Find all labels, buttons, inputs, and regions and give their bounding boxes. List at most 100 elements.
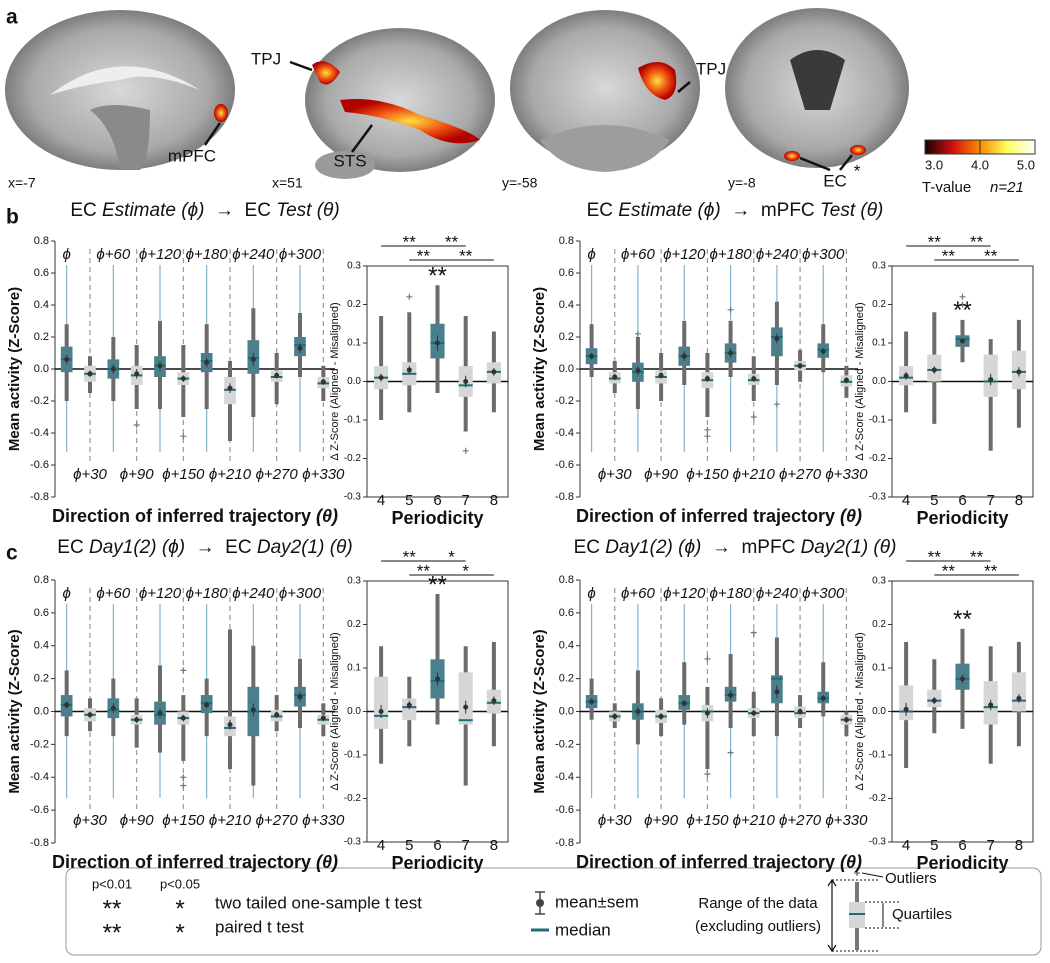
mean-dot bbox=[250, 356, 256, 362]
mean-dot bbox=[406, 702, 412, 708]
outlier bbox=[959, 293, 966, 300]
x-axis-label: Direction of inferred trajectory (θ) bbox=[52, 506, 338, 526]
x-tick-label: 4 bbox=[902, 492, 910, 509]
legend-text: Outliers bbox=[885, 870, 937, 887]
x-axis-label-part: (θ) bbox=[316, 506, 338, 526]
chart-title-part: Test (θ) bbox=[276, 200, 339, 221]
y-tick-label: -0.2 bbox=[555, 395, 574, 407]
region-label: mPFC bbox=[168, 146, 216, 165]
y-axis-label: Mean activity (Z-Score) bbox=[6, 629, 23, 793]
activation bbox=[850, 145, 866, 155]
x-axis-label: Periodicity bbox=[391, 853, 483, 873]
y-tick-label: 0.0 bbox=[559, 363, 574, 375]
y-tick-label: 0.4 bbox=[34, 299, 49, 311]
mean-dot bbox=[612, 374, 618, 380]
colorbar-tick-label: 4.0 bbox=[971, 157, 989, 172]
x-tick-label: ϕ+120 bbox=[139, 585, 182, 602]
x-axis-label-part: Direction of inferred trajectory bbox=[52, 852, 316, 872]
y-tick-label: -0.6 bbox=[30, 459, 49, 471]
bracket-label: ** bbox=[403, 547, 417, 566]
mean-dot bbox=[320, 379, 326, 385]
x-axis-label-part: Direction of inferred trajectory bbox=[576, 506, 840, 526]
y-tick-label: 0.4 bbox=[559, 299, 574, 311]
mean-dot bbox=[635, 368, 641, 374]
x-axis-label-part: Direction of inferred trajectory bbox=[52, 506, 316, 526]
x-tick-label: ϕ+60 bbox=[96, 585, 130, 602]
y-tick-label: -0.2 bbox=[869, 793, 887, 804]
mean-dot bbox=[1016, 695, 1022, 701]
mean-dot bbox=[635, 709, 641, 714]
x-tick-label: ϕ+180 bbox=[710, 246, 753, 263]
x-tick-label: ϕ+150 bbox=[686, 812, 729, 829]
mean-dot bbox=[751, 376, 757, 382]
legend-star: * bbox=[175, 895, 184, 922]
arrow bbox=[350, 124, 374, 153]
x-tick-label: ϕ+120 bbox=[663, 246, 706, 263]
legend-icon bbox=[536, 899, 544, 907]
y-tick-label: 0.2 bbox=[559, 673, 574, 685]
y-tick-label: 0.0 bbox=[872, 376, 886, 387]
bracket-label: ** bbox=[970, 547, 984, 566]
significance: ** bbox=[953, 297, 972, 324]
brain-detail bbox=[315, 151, 375, 179]
brain-shape bbox=[5, 10, 235, 170]
outlier bbox=[773, 401, 780, 408]
legend-text: median bbox=[555, 920, 611, 939]
x-tick-label: ϕ+30 bbox=[598, 812, 632, 829]
mean-dot bbox=[227, 385, 233, 391]
brain-detail bbox=[790, 50, 845, 110]
colorbar: 3.0 4.0 5.0 bbox=[924, 139, 1036, 172]
mean-dot bbox=[274, 712, 280, 718]
x-tick-label: 8 bbox=[490, 492, 498, 509]
y-tick-label: 0.6 bbox=[34, 267, 49, 279]
y-tick-label: -0.6 bbox=[30, 804, 49, 816]
x-tick-label: ϕ bbox=[62, 585, 70, 602]
x-tick-label: ϕ+300 bbox=[802, 246, 845, 263]
mean-dot bbox=[406, 367, 412, 373]
mean-dot bbox=[797, 363, 803, 369]
mean-dot bbox=[612, 713, 618, 719]
x-tick-label: 4 bbox=[377, 492, 385, 509]
chart-title-part: → EC bbox=[185, 537, 257, 558]
bracket-label: ** bbox=[417, 246, 431, 265]
x-tick-label: ϕ+30 bbox=[598, 466, 632, 483]
brain-detail bbox=[540, 125, 670, 172]
y-tick-label: 0.3 bbox=[872, 261, 886, 272]
mean-dot bbox=[297, 694, 303, 700]
x-tick-label: ϕ bbox=[62, 246, 70, 263]
legend-star: ** bbox=[103, 895, 122, 922]
arrow bbox=[677, 81, 691, 93]
x-tick-label: ϕ+210 bbox=[733, 812, 776, 829]
y-axis-label: Δ Z-Score (Aligned - Misaligned) bbox=[329, 632, 341, 790]
mean-dot bbox=[704, 376, 710, 382]
x-tick-label: 7 bbox=[462, 492, 470, 509]
x-axis-label: Periodicity bbox=[916, 508, 1008, 528]
x-tick-label: 5 bbox=[930, 837, 938, 854]
region-label: * bbox=[854, 161, 861, 180]
chart-title-part: Estimate (ϕ) bbox=[102, 200, 204, 221]
mean-dot bbox=[463, 379, 469, 384]
outlier bbox=[704, 770, 711, 777]
x-tick-label: ϕ+270 bbox=[779, 812, 822, 829]
bracket-label: ** bbox=[984, 561, 998, 580]
brain-slice bbox=[510, 10, 700, 172]
chart: 0.8 0.6 0.4 0.2 0.0 -0.2 -0.4 -0.6 -0.8 ϕ ϕ+30 ϕ+60… bbox=[30, 574, 345, 849]
mean-dot bbox=[491, 369, 497, 375]
mean-dot bbox=[378, 375, 384, 381]
y-tick-label: -0.4 bbox=[555, 771, 574, 783]
outlier bbox=[704, 655, 711, 662]
mean-dot bbox=[704, 710, 710, 716]
y-tick-label: 0.3 bbox=[347, 261, 361, 272]
arrow bbox=[289, 60, 313, 72]
region-label: EC bbox=[823, 171, 847, 190]
y-tick-label: -0.2 bbox=[869, 453, 887, 464]
outlier bbox=[180, 774, 187, 781]
mean-dot bbox=[774, 336, 780, 342]
y-tick-label: 0.2 bbox=[872, 299, 886, 310]
outlier bbox=[704, 433, 711, 440]
chart-title-part: EC bbox=[70, 200, 102, 221]
y-tick-label: -0.3 bbox=[344, 837, 362, 848]
x-tick-label: ϕ bbox=[587, 585, 595, 602]
bracket-label: ** bbox=[445, 232, 459, 251]
outlier bbox=[406, 293, 413, 300]
